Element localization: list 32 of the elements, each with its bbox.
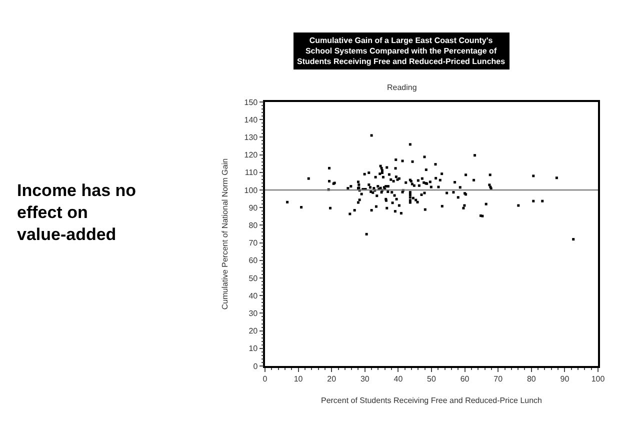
x-tick-label: 0 (262, 374, 268, 384)
chart-subtitle: Reading (387, 83, 417, 92)
x-tick-label: 40 (394, 374, 404, 384)
x-axis-title: Percent of Students Receiving Free and Reduced-Price Lunch (320, 396, 542, 405)
x-tick-label: 60 (460, 374, 470, 384)
y-tick-label: 10 (248, 344, 258, 354)
y-tick-label: 50 (248, 274, 258, 283)
x-tick-label: 100 (591, 374, 606, 384)
x-tick-label: 90 (560, 374, 570, 384)
chart-title: Cumulative Gain of a Large East Coast County's School Systems Compared with the Percentage of Students Receiving Free and Reduced-Priced Lunches (297, 36, 506, 66)
y-tick-label: 60 (248, 256, 258, 266)
y-tick-label: 140 (244, 115, 258, 124)
text: Income has no effect on value-added (17, 181, 136, 244)
x-tick-label: 10 (294, 374, 304, 384)
y-tick-label: 100 (244, 186, 258, 195)
x-tick-label: 70 (494, 374, 504, 384)
y-tick-label: 30 (248, 309, 258, 318)
y-axis-title: Cumulative Percent of National Norm Gain (220, 158, 230, 310)
x-tick-label: 80 (526, 374, 536, 384)
y-tick-label: 110 (244, 168, 258, 178)
y-tick-label: 70 (248, 238, 258, 248)
y-tick-label: 150 (244, 98, 258, 107)
y-tick-label: 40 (248, 291, 258, 300)
y-tick-label: 130 (244, 133, 258, 142)
y-tick-label: 80 (248, 221, 258, 230)
x-tick-label: 30 (360, 374, 370, 384)
y-tick-label: 90 (248, 203, 258, 212)
x-tick-label: 50 (427, 374, 436, 384)
y-tick-label: 0 (253, 362, 258, 371)
y-tick-label: 20 (248, 326, 258, 336)
y-tick-label: 120 (244, 150, 258, 160)
x-tick-label: 20 (327, 374, 337, 384)
